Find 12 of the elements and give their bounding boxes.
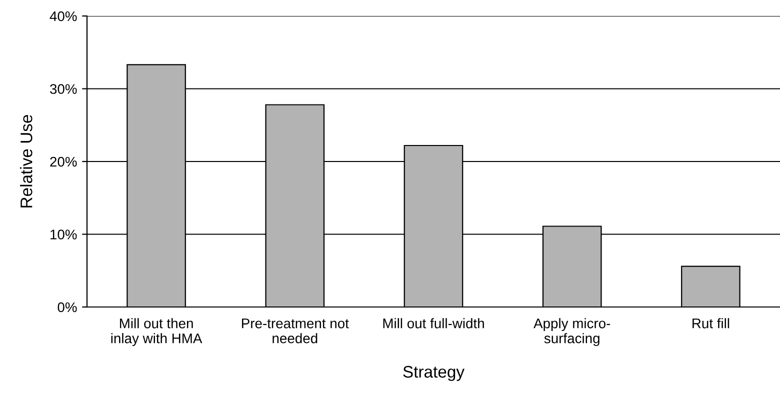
y-tick-label: 40% — [50, 11, 77, 22]
y-tick-label: 20% — [50, 156, 77, 167]
y-tick-label: 0% — [58, 302, 77, 312]
x-tick-label: Pre-treatment not needed — [242, 318, 349, 344]
x-tick-label: Mill out full-width — [383, 318, 484, 328]
y-tick-label: 10% — [50, 230, 77, 240]
x-tick-label: Rut fill — [692, 318, 730, 328]
x-axis-title: Strategy — [403, 366, 465, 381]
x-tick-label: Mill out then inlay with HMA — [111, 318, 202, 346]
y-axis-title: Relative Use — [20, 115, 32, 208]
x-tick-label: Apply micro- surfacing — [534, 318, 610, 346]
y-tick-label: 30% — [50, 84, 77, 94]
